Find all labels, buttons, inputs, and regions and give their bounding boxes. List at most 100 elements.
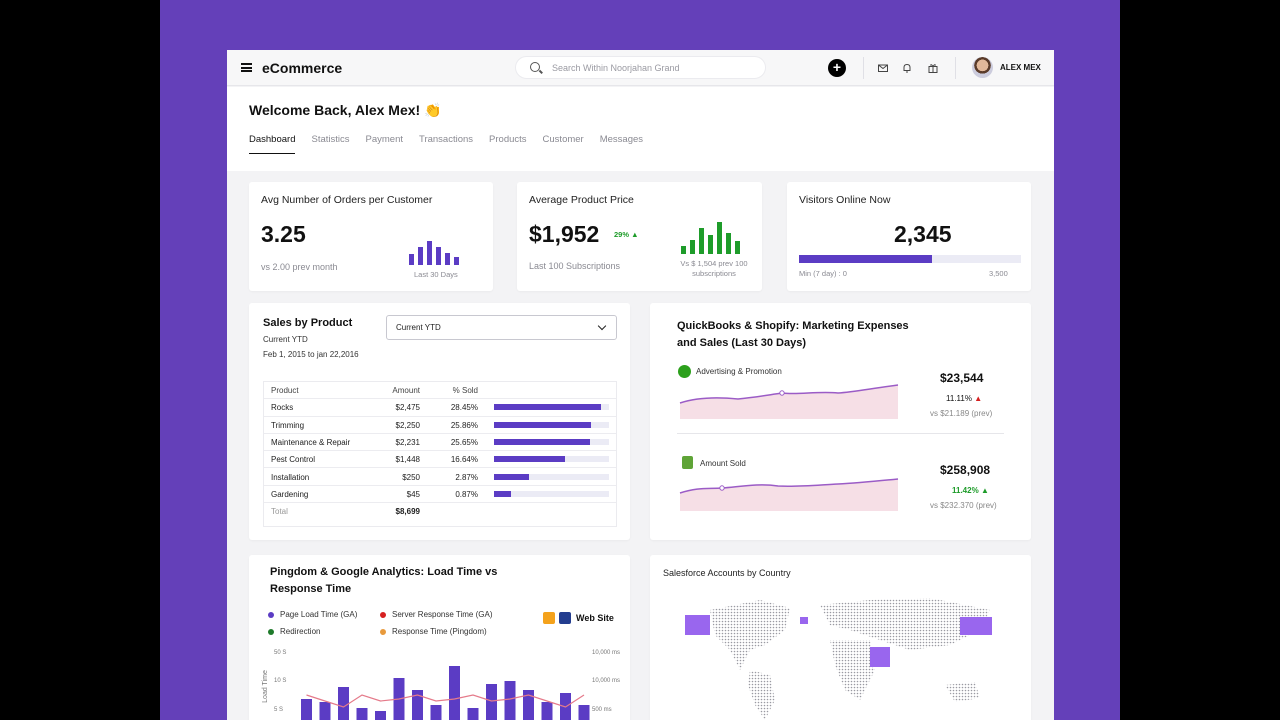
tab-payment[interactable]: Payment [365,134,404,145]
min-label: Min (7 day) : 0 [799,269,847,278]
metric-label: Amount Sold [700,459,746,468]
mini-bar [699,228,704,254]
load-time-bar [319,702,331,720]
metric-change: 11.11% ▲ [946,394,983,403]
user-name[interactable]: ALEX MEX [1000,63,1041,72]
load-time-bar [578,705,590,720]
share-bar-track [494,438,609,445]
highlight-country [960,617,992,635]
mini-bar [436,247,441,265]
load-time-bar [412,690,423,720]
eurasia-shape [820,598,990,650]
tab-messages[interactable]: Messages [599,134,644,145]
legend-label: Response Time (Pingdom) [392,627,487,636]
divider [955,57,956,79]
table-header: Product Amount % Sold [264,382,616,400]
sales-by-product-card: Sales by Product Current YTD Feb 1, 2015… [249,303,630,540]
table-row: Gardening $45 0.87% [264,486,616,504]
up-arrow-icon: ▲ [631,230,639,239]
amazon-icon [543,612,555,624]
highlight-country [685,615,710,635]
total-label: Total [271,507,288,516]
gift-icon[interactable] [927,62,939,74]
kpi-value: 2,345 [894,221,952,247]
avatar[interactable] [972,57,993,78]
load-time-chart [301,666,590,720]
map-card: Salesforce Accounts by Country [650,555,1031,720]
col-header: Amount [392,386,420,395]
share-bar-track [494,473,609,480]
legend-label: Redirection [280,627,321,636]
bell-icon[interactable] [901,62,913,74]
north-america-shape [710,600,790,670]
kpi-title: Visitors Online Now [799,194,891,206]
date-range: Feb 1, 2015 to jan 22,2016 [263,350,359,359]
app-title: eCommerce [262,60,343,76]
y-tick: 500 ms [592,707,612,713]
tab-customer[interactable]: Customer [542,134,584,145]
load-time-bar [467,708,479,720]
background-frame: eCommerce + ALEX MEX Welcome Back, Alex … [160,0,1120,720]
col-header: Product [271,386,299,395]
mini-bar [735,241,740,254]
shopify-icon [682,456,693,469]
highlight-country [800,617,808,624]
product-amount: $1,448 [395,455,420,465]
share-bar-fill [494,421,592,428]
australia-shape [945,682,980,702]
load-time-bar [430,705,442,720]
mini-bar-chart [409,239,459,265]
y-tick: 10,000 ms [592,678,621,684]
sales-table: Product Amount % Sold Rocks $2,475 28.45% T… [263,381,617,527]
tab-statistics[interactable]: Statistics [311,134,350,145]
mini-bar [708,235,713,254]
metric-label: Advertising & Promotion [696,367,782,376]
product-name: Maintenance & Repair [271,437,351,447]
legend-swatch [380,629,386,635]
tab-bar: Dashboard Statistics Payment Transaction… [249,134,643,154]
kpi-change-badge: 29% ▲ [614,230,639,239]
tab-products[interactable]: Products [489,134,527,145]
mini-bar [409,254,414,265]
analytics-card: Pingdom & Google Analytics: Load Time vs… [249,555,630,720]
mini-bar [681,246,686,254]
product-name: Rocks [271,403,294,413]
search-input[interactable] [552,61,752,75]
share-bar-fill [494,473,529,480]
load-time-bar [449,666,460,720]
divider [677,433,1004,434]
menu-icon[interactable] [241,63,252,72]
product-pct: 25.65% [450,437,478,447]
metric-prev: vs $21.189 (prev) [930,409,993,418]
metric-prev: vs $232.370 (prev) [930,501,997,510]
product-amount: $2,231 [395,437,420,447]
ad-sparkline [679,384,899,419]
metric-value: $23,544 [940,371,984,385]
mail-icon[interactable] [877,62,889,74]
y-axis-label: Load Time [261,670,269,703]
section-title: Sales by Product [263,317,353,329]
kpi-price-card: Average Product Price $1,952 29% ▲ Last … [517,182,762,291]
tab-dashboard[interactable]: Dashboard [249,134,296,154]
kpi-title: Avg Number of Orders per Customer [261,194,433,206]
total-value: $8,699 [395,507,420,516]
kpi-subtext: vs 2.00 prev month [261,262,338,272]
period-dropdown[interactable]: Current YTD [386,315,617,340]
africa-shape [830,640,875,700]
kpi-value: $1,952 [529,221,600,247]
share-bar-track [494,490,609,497]
legend-swatch [380,612,386,618]
table-row: Pest Control $1,448 16.64% [264,451,616,469]
search-box[interactable] [515,56,766,79]
mini-bar [717,222,722,254]
product-amount: $250 [402,472,420,482]
add-button[interactable]: + [828,59,846,77]
col-header: % Sold [452,386,478,395]
kpi-chart-label: Last 30 Days [414,270,458,279]
up-arrow-icon: ▲ [980,486,989,495]
product-name: Installation [271,472,310,482]
sales-sparkline [679,478,899,511]
tab-transactions[interactable]: Transactions [419,134,474,145]
y-tick: 10 S [274,678,287,684]
load-time-bar [541,702,553,720]
